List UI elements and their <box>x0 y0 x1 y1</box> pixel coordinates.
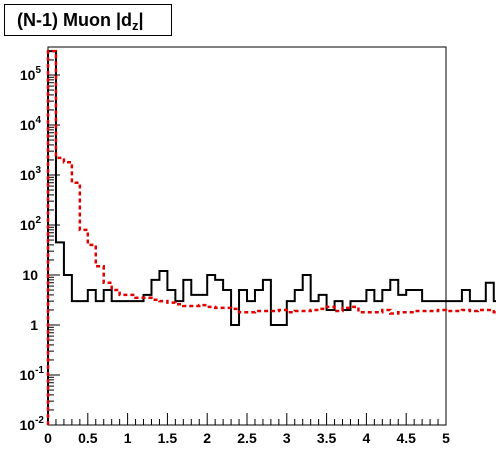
x-tick-label: 3.5 <box>317 430 337 446</box>
x-tick-label: 3 <box>283 430 291 446</box>
x-tick-label: 0.5 <box>78 430 98 446</box>
x-tick-label: 1 <box>124 430 132 446</box>
chart-title-subscript: z <box>132 18 139 33</box>
x-tick-label: 4.5 <box>396 430 416 446</box>
x-axis-ticks <box>47 413 447 425</box>
series-black-solid <box>47 50 496 425</box>
series-red-dashed <box>46 49 496 425</box>
y-tick-label: 10-1 <box>20 365 45 383</box>
chart-title-suffix: | <box>138 10 144 30</box>
plot-frame <box>47 46 447 426</box>
x-tick-label: 4 <box>363 430 371 446</box>
chart-title-main: (N-1) Muon |d <box>17 10 133 30</box>
y-tick-label: 10-2 <box>20 415 45 433</box>
y-tick-label: 104 <box>20 115 42 133</box>
y-tick-label: 103 <box>20 165 42 183</box>
y-tick-label: 102 <box>20 215 42 233</box>
y-tick-label: 10 <box>22 267 38 283</box>
chart-title: (N-1) Muon |dz| <box>4 4 172 36</box>
x-tick-label: 5 <box>442 430 450 446</box>
x-axis-tick-labels: 0 0.5 1 1.5 2 2.5 3 3.5 4 4.5 5 <box>44 430 450 446</box>
y-axis-tick-labels: 10-2 10-1 1 10 102 103 104 105 <box>20 65 45 433</box>
x-tick-label: 0 <box>44 430 52 446</box>
x-tick-label: 2 <box>203 430 211 446</box>
y-tick-label: 1 <box>30 317 38 333</box>
y-tick-label: 105 <box>20 65 42 83</box>
series-layer <box>46 49 496 425</box>
x-tick-label: 2.5 <box>237 430 257 446</box>
x-tick-label: 1.5 <box>158 430 178 446</box>
